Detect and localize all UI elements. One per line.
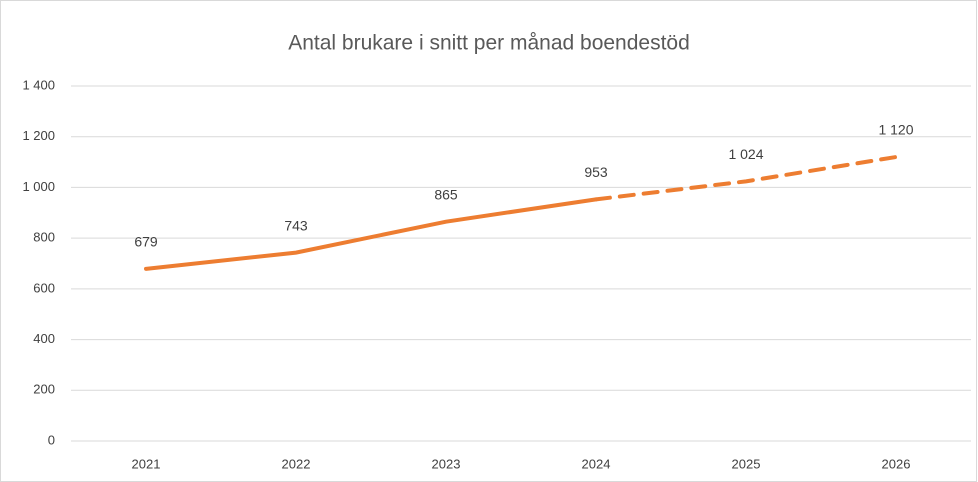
data-label: 679 — [134, 234, 158, 250]
y-tick-label: 400 — [33, 331, 55, 346]
line-dashed — [594, 155, 898, 202]
x-tick-label: 2025 — [732, 456, 761, 471]
data-label: 1 024 — [728, 146, 763, 162]
x-tick-label: 2026 — [882, 456, 911, 471]
y-tick-label: 600 — [33, 280, 55, 295]
y-tick-label: 1 000 — [22, 179, 55, 194]
y-tick-label: 200 — [33, 382, 55, 397]
line — [144, 197, 598, 271]
data-label: 865 — [434, 186, 458, 202]
x-tick-label: 2022 — [282, 456, 311, 471]
x-tick-label: 2021 — [132, 456, 161, 471]
y-tick-label: 1 400 — [22, 77, 55, 92]
x-tick-label: 2024 — [582, 456, 611, 471]
y-tick-label: 0 — [48, 432, 55, 447]
chart-title: Antal brukare i snitt per månad boendest… — [288, 32, 690, 55]
data-label: 1 120 — [878, 122, 913, 138]
y-tick-label: 800 — [33, 230, 55, 245]
data-label: 953 — [584, 164, 608, 180]
y-tick-label: 1 200 — [22, 128, 55, 143]
x-tick-label: 2023 — [432, 456, 461, 471]
data-label: 743 — [284, 217, 308, 233]
